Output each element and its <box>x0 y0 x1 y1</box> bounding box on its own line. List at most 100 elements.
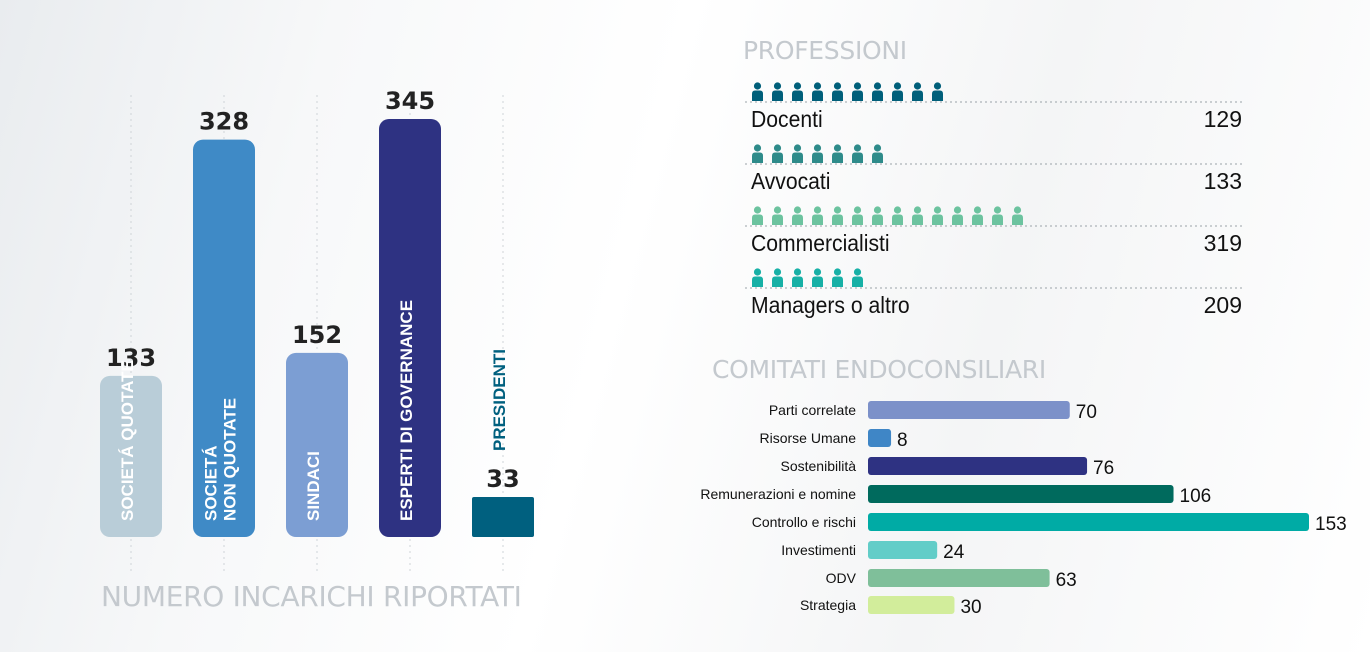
bar-label: PRESIDENTI <box>490 349 509 451</box>
hbar-6 <box>868 569 1050 587</box>
person-head <box>833 82 842 90</box>
person-body <box>872 214 883 225</box>
profession-value: 129 <box>1204 106 1242 132</box>
person-body <box>1012 214 1023 225</box>
person-icon <box>772 82 783 101</box>
bar-value: 133 <box>106 344 156 372</box>
person-head <box>813 206 822 214</box>
person-body <box>932 214 943 225</box>
person-icon <box>872 206 883 225</box>
bar-value: 328 <box>199 108 249 136</box>
person-body <box>852 276 863 287</box>
person-body <box>832 90 843 101</box>
person-head <box>913 82 922 90</box>
person-body <box>772 214 783 225</box>
person-body <box>792 90 803 101</box>
person-icon <box>872 82 883 101</box>
committee-value: 106 <box>1180 486 1212 507</box>
bar-3 <box>379 119 441 537</box>
person-icon <box>912 206 923 225</box>
committee-label: Sostenibilità <box>781 458 857 474</box>
person-head <box>773 206 782 214</box>
person-icon <box>832 268 843 287</box>
person-head <box>873 144 882 152</box>
profession-label: Avvocati <box>751 168 831 194</box>
person-body <box>932 90 943 101</box>
person-body <box>872 152 883 163</box>
person-head <box>853 82 862 90</box>
profession-label: Commercialisti <box>751 230 890 256</box>
person-body <box>952 214 963 225</box>
committee-value: 8 <box>897 430 908 451</box>
person-icon <box>932 206 943 225</box>
person-body <box>912 214 923 225</box>
person-head <box>793 82 802 90</box>
person-head <box>773 144 782 152</box>
bar-label: ESPERTI DI GOVERNANCE <box>397 300 416 521</box>
person-body <box>972 214 983 225</box>
hbar-1 <box>868 429 892 447</box>
person-head <box>853 206 862 214</box>
person-body <box>852 90 863 101</box>
bar-label: NON QUOTATE <box>221 398 240 521</box>
person-body <box>752 90 763 101</box>
person-head <box>753 82 762 90</box>
person-body <box>852 152 863 163</box>
person-icon <box>892 82 903 101</box>
person-icon <box>832 82 843 101</box>
person-head <box>753 144 762 152</box>
bar-value: 152 <box>292 321 342 349</box>
professioni-title: PROFESSIONI <box>743 36 907 65</box>
bar-label: SOCIETÁ <box>202 445 221 521</box>
person-body <box>792 214 803 225</box>
profession-value: 133 <box>1204 168 1242 194</box>
person-head <box>913 206 922 214</box>
comitati-title: COMITATI ENDOCONSILIARI <box>712 355 1046 384</box>
person-icon <box>912 82 923 101</box>
committee-value: 70 <box>1076 402 1097 423</box>
person-icon <box>752 144 763 163</box>
bar-1 <box>193 139 255 537</box>
person-head <box>933 82 942 90</box>
person-head <box>833 144 842 152</box>
committee-value: 30 <box>960 597 981 618</box>
bar-label: SINDACI <box>304 451 323 521</box>
person-head <box>993 206 1002 214</box>
person-body <box>832 152 843 163</box>
person-icon <box>772 268 783 287</box>
person-head <box>793 144 802 152</box>
committee-label: Risorse Umane <box>760 430 857 446</box>
committee-label: Investimenti <box>781 542 856 558</box>
person-body <box>812 276 823 287</box>
person-head <box>953 206 962 214</box>
person-head <box>1013 206 1022 214</box>
person-icon <box>812 144 823 163</box>
committee-value: 63 <box>1056 570 1077 591</box>
pictogram-row <box>752 82 943 101</box>
person-icon <box>812 206 823 225</box>
person-body <box>912 90 923 101</box>
person-head <box>853 268 862 276</box>
hbar-2 <box>868 457 1088 475</box>
committee-value: 76 <box>1093 458 1114 479</box>
person-icon <box>832 144 843 163</box>
person-icon <box>792 82 803 101</box>
profession-label: Docenti <box>751 106 823 132</box>
pictogram-row <box>752 268 863 287</box>
person-body <box>792 152 803 163</box>
person-icon <box>812 82 823 101</box>
person-body <box>792 276 803 287</box>
person-icon <box>892 206 903 225</box>
profession-value: 209 <box>1204 292 1242 318</box>
person-icon <box>772 206 783 225</box>
person-icon <box>772 144 783 163</box>
person-body <box>752 276 763 287</box>
person-body <box>832 276 843 287</box>
person-body <box>812 214 823 225</box>
committee-value: 24 <box>943 542 965 563</box>
person-head <box>813 268 822 276</box>
person-body <box>832 214 843 225</box>
person-icon <box>832 206 843 225</box>
person-icon <box>852 268 863 287</box>
person-body <box>892 90 903 101</box>
